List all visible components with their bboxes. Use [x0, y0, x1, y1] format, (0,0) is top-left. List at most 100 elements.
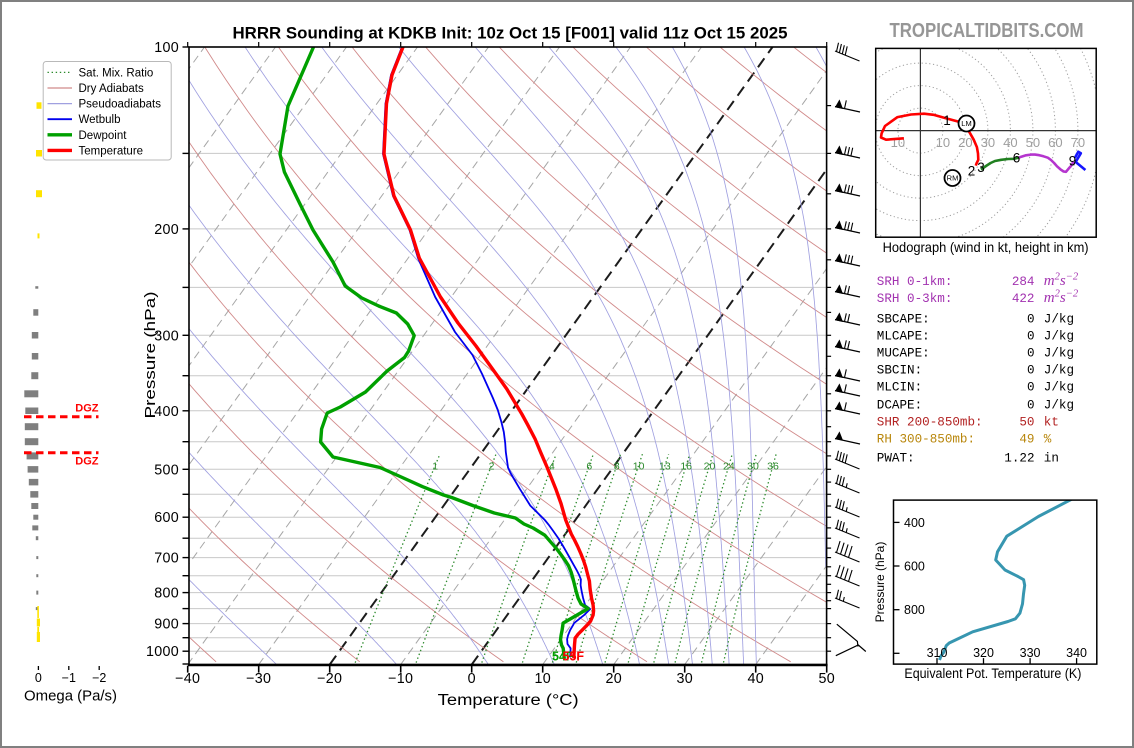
svg-text:60: 60: [1048, 135, 1062, 150]
svg-text:Pressure (hPa): Pressure (hPa): [873, 542, 887, 623]
svg-text:422: 422: [1012, 292, 1035, 306]
svg-text:50: 50: [818, 671, 835, 687]
svg-text:100: 100: [154, 40, 179, 56]
svg-text:200: 200: [154, 222, 179, 238]
svg-text:Equivalent Pot. Temperature (K: Equivalent Pot. Temperature (K): [904, 666, 1081, 681]
svg-text:J/kg: J/kg: [1044, 380, 1074, 394]
svg-text:10: 10: [936, 135, 950, 150]
svg-text:700: 700: [154, 551, 179, 567]
svg-text:Dry Adiabats: Dry Adiabats: [79, 83, 144, 95]
svg-text:0: 0: [1027, 347, 1035, 361]
svg-text:20: 20: [605, 671, 622, 687]
svg-text:49: 49: [1019, 432, 1034, 446]
svg-text:−20: −20: [317, 671, 342, 687]
svg-text:1000: 1000: [146, 644, 179, 660]
svg-text:800: 800: [154, 586, 179, 602]
svg-text:13: 13: [659, 461, 671, 473]
svg-text:%: %: [1044, 432, 1052, 446]
svg-text:40: 40: [747, 671, 764, 687]
svg-text:54F: 54F: [552, 650, 574, 664]
svg-text:Pressure (hPa): Pressure (hPa): [142, 292, 159, 419]
svg-text:in: in: [1044, 452, 1059, 466]
svg-text:−2: −2: [92, 671, 106, 685]
svg-text:−30: −30: [246, 671, 271, 687]
svg-text:SBCAPE:: SBCAPE:: [877, 313, 930, 327]
svg-text:Hodograph (wind in kt, height: Hodograph (wind in kt, height in km): [883, 239, 1089, 255]
svg-text:SBCIN:: SBCIN:: [877, 363, 922, 377]
svg-text:J/kg: J/kg: [1044, 347, 1074, 361]
svg-text:4: 4: [549, 461, 555, 473]
svg-text:3: 3: [977, 160, 985, 175]
svg-text:1.22: 1.22: [1004, 452, 1034, 466]
svg-text:600: 600: [904, 560, 925, 574]
svg-text:30: 30: [747, 461, 759, 473]
svg-text:LM: LM: [961, 119, 971, 128]
svg-text:70: 70: [1071, 135, 1085, 150]
svg-text:DCAPE:: DCAPE:: [877, 399, 922, 413]
svg-text:30: 30: [676, 671, 693, 687]
svg-text:SRH 0-3km:: SRH 0-3km:: [877, 292, 953, 306]
svg-text:9: 9: [1069, 154, 1077, 169]
svg-text:310: 310: [927, 646, 948, 660]
svg-text:20: 20: [958, 135, 972, 150]
svg-text:Temperature: Temperature: [79, 145, 144, 157]
svg-text:SHR 200-850mb:: SHR 200-850mb:: [877, 416, 983, 430]
svg-text:8: 8: [614, 461, 620, 473]
svg-text:kt: kt: [1044, 416, 1059, 430]
svg-text:−1: −1: [62, 671, 76, 685]
svg-text:55F: 55F: [563, 650, 585, 664]
svg-text:20: 20: [704, 461, 716, 473]
svg-text:J/kg: J/kg: [1044, 399, 1074, 413]
svg-text:0: 0: [1027, 330, 1035, 344]
svg-text:320: 320: [973, 646, 994, 660]
svg-text:0: 0: [1027, 363, 1035, 377]
svg-text:Sat. Mix. Ratio: Sat. Mix. Ratio: [79, 67, 154, 79]
svg-text:1: 1: [943, 113, 951, 128]
svg-text:300: 300: [154, 328, 179, 344]
svg-text:MUCAPE:: MUCAPE:: [877, 347, 930, 361]
svg-text:800: 800: [904, 603, 925, 617]
svg-text:600: 600: [154, 510, 179, 526]
svg-text:DGZ: DGZ: [75, 456, 99, 468]
svg-text:J/kg: J/kg: [1044, 330, 1074, 344]
svg-text:SRH 0-1km:: SRH 0-1km:: [877, 275, 953, 289]
svg-text:0: 0: [1027, 313, 1035, 327]
svg-text:36: 36: [767, 461, 779, 473]
svg-text:TROPICALTIDBITS.COM: TROPICALTIDBITS.COM: [890, 20, 1084, 42]
svg-text:−10: −10: [388, 671, 413, 687]
svg-text:Temperature (°C): Temperature (°C): [438, 692, 579, 709]
svg-text:0: 0: [1027, 399, 1035, 413]
svg-text:RH 300-850mb:: RH 300-850mb:: [877, 432, 975, 446]
svg-text:330: 330: [1020, 646, 1041, 660]
svg-text:500: 500: [154, 462, 179, 478]
svg-text:DGZ: DGZ: [75, 403, 99, 415]
svg-text:2: 2: [489, 461, 495, 473]
svg-text:1: 1: [432, 461, 438, 473]
svg-text:30: 30: [981, 135, 995, 150]
svg-text:10: 10: [633, 461, 645, 473]
svg-text:0: 0: [468, 671, 476, 687]
svg-text:50: 50: [1019, 416, 1034, 430]
svg-text:Omega (Pa/s): Omega (Pa/s): [24, 689, 117, 705]
svg-text:2: 2: [968, 164, 976, 179]
svg-text:400: 400: [904, 516, 925, 530]
svg-text:MLCAPE:: MLCAPE:: [877, 330, 930, 344]
svg-text:16: 16: [680, 461, 692, 473]
svg-text:J/kg: J/kg: [1044, 313, 1074, 327]
svg-text:Wetbulb: Wetbulb: [79, 114, 121, 126]
svg-text:−40: −40: [175, 671, 200, 687]
svg-text:24: 24: [723, 461, 735, 473]
svg-text:0: 0: [35, 671, 42, 685]
svg-text:RM: RM: [947, 174, 959, 183]
svg-text:6: 6: [1013, 151, 1021, 166]
svg-text:Pseudoadiabats: Pseudoadiabats: [79, 99, 162, 111]
svg-text:HRRR Sounding at KDKB Init: 10: HRRR Sounding at KDKB Init: 10z Oct 15 […: [233, 24, 788, 43]
svg-text:40: 40: [1003, 135, 1017, 150]
svg-text:400: 400: [154, 404, 179, 420]
svg-text:10: 10: [534, 671, 551, 687]
svg-text:0: 0: [1027, 380, 1035, 394]
svg-text:284: 284: [1012, 275, 1035, 289]
svg-text:6: 6: [586, 461, 592, 473]
svg-text:Dewpoint: Dewpoint: [79, 130, 128, 142]
svg-text:PWAT:: PWAT:: [877, 452, 915, 466]
